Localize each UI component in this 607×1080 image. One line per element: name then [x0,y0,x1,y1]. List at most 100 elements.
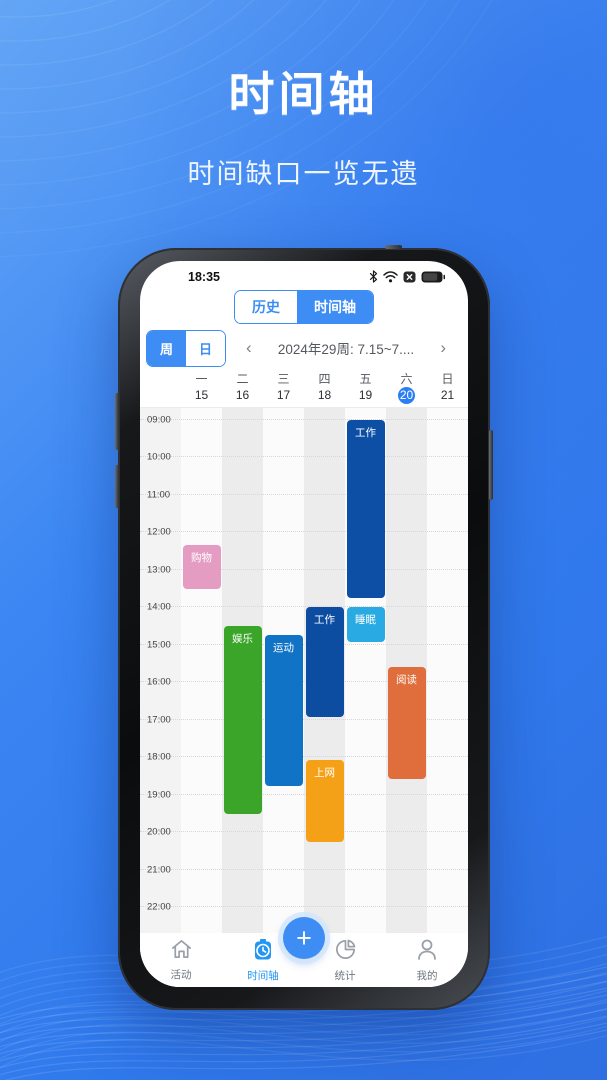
day-name: 六 [400,371,413,386]
hour-label: 17:00 [147,714,171,726]
view-tab-inactive[interactable]: 历史 [235,290,297,323]
day-cell[interactable]: 日 21 [427,370,468,407]
day-number: 18 [317,387,332,402]
day-number: 21 [440,387,455,402]
day-name: 二 [236,371,249,386]
nav-item-profile[interactable]: 我的 [386,933,468,987]
day-name: 一 [195,371,208,386]
event-block[interactable]: 购物 [182,544,221,589]
phone-mockup: 18:35 [115,245,493,1010]
hour-label: 16:00 [147,676,171,688]
hour-gridline [140,456,468,458]
plus-icon: + [296,922,312,953]
phone-volume-down-button [115,465,119,508]
hour-label: 12:00 [147,526,171,538]
time-gutter [140,407,181,934]
phone-screen: 18:35 [140,261,468,987]
hour-label: 18:00 [147,751,171,763]
event-block[interactable]: 运动 [264,635,303,786]
day-cell-selected[interactable]: 六 20 [386,370,427,407]
day-header-gutter [140,370,181,407]
view-tabs: 历史 时间轴 [234,289,374,324]
day-cell[interactable]: 五 19 [345,370,386,407]
phone-power-button [489,430,493,500]
battery-icon [421,271,445,283]
day-number: 19 [358,387,373,402]
day-cell[interactable]: 二 16 [222,370,263,407]
hour-label: 21:00 [147,864,171,876]
day-name: 五 [359,371,372,386]
week-row: 周日 ‹ 2024年29周: 7.15~7.... › [140,327,468,371]
range-option-inactive[interactable]: 日 [186,330,226,366]
page-title: 时间轴 [228,68,379,120]
nav-label: 活动 [170,969,192,982]
status-icons [369,270,445,284]
status-bar: 18:35 [140,261,468,287]
day-name: 三 [277,371,290,386]
home-icon [170,938,193,965]
week-nav: ‹ 2024年29周: 7.15~7.... › [226,338,458,358]
nav-label: 时间轴 [247,969,279,982]
phone-top-button [385,245,402,249]
hour-gridline [140,718,468,720]
hour-label: 10:00 [147,451,171,463]
view-tabs-row: 历史 时间轴 [140,287,468,327]
hour-label: 22:00 [147,901,171,913]
nav-label: 统计 [334,969,356,982]
hour-gridline [140,606,468,608]
day-cell[interactable]: 一 15 [181,370,222,407]
profile-icon [416,938,438,966]
hero: 时间轴 时间缺口一览无遗 [0,58,607,191]
hour-gridline [140,906,468,908]
add-event-button[interactable]: + [283,917,325,959]
event-block[interactable]: 上网 [305,760,344,842]
hour-label: 13:00 [147,564,171,576]
hour-gridline [140,643,468,645]
day-number: 16 [235,387,250,402]
hour-gridline [140,531,468,533]
status-time: 18:35 [188,269,220,284]
hour-gridline [140,681,468,683]
event-block[interactable]: 工作 [305,607,344,717]
nav-item-home[interactable]: 活动 [140,933,222,987]
timeline-icon [252,938,274,966]
event-block[interactable]: 睡眠 [346,607,385,642]
nav-label: 我的 [416,969,438,982]
event-block[interactable]: 工作 [346,419,385,599]
hour-gridline [140,493,468,495]
prev-week-chevron-icon[interactable]: ‹ [246,338,252,358]
day-number: 20 [398,386,415,404]
day-cell[interactable]: 三 17 [263,370,304,407]
nav-item-timeline[interactable]: 时间轴 [222,933,304,987]
hour-label: 20:00 [147,826,171,838]
next-week-chevron-icon[interactable]: › [440,338,446,358]
hour-label: 15:00 [147,639,171,651]
day-cell[interactable]: 四 18 [304,370,345,407]
x-badge-icon [403,271,416,283]
phone-volume-up-button [115,393,119,450]
timeline-grid: 09:00 10:00 11:00 12:00 13:00 14:00 15:00 16:00… [140,407,468,934]
event-block[interactable]: 阅读 [387,666,426,780]
hour-label: 14:00 [147,601,171,613]
event-block[interactable]: 娱乐 [223,626,262,814]
hour-gridline [140,568,468,570]
week-range-label: 2024年29周: 7.15~7.... [277,342,415,358]
day-column-stripe [181,407,222,934]
bluetooth-icon [369,270,378,284]
day-number: 17 [276,387,291,402]
hour-gridline [140,418,468,420]
nav-item-stats[interactable]: 统计 [304,933,386,987]
range-option-active[interactable]: 周 [147,330,187,366]
wifi-icon [383,271,398,283]
day-column-stripe [427,407,468,934]
page-subtitle: 时间缺口一览无遗 [187,159,420,189]
day-header: 一 15 二 16 三 17 四 18 五 19 六 20 日 21 [140,370,468,408]
hour-label: 19:00 [147,789,171,801]
day-number: 15 [194,387,209,402]
day-name: 四 [318,371,331,386]
hour-gridline [140,831,468,833]
stats-icon [334,938,357,966]
hour-label: 09:00 [147,414,171,426]
hour-gridline [140,756,468,758]
view-tab-active[interactable]: 时间轴 [297,290,373,323]
